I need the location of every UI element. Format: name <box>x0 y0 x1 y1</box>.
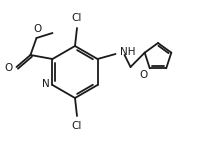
Text: Cl: Cl <box>72 13 82 23</box>
Text: O: O <box>4 63 12 73</box>
Text: O: O <box>33 24 42 34</box>
Text: N: N <box>42 79 49 89</box>
Text: O: O <box>139 70 148 80</box>
Text: Cl: Cl <box>72 121 82 131</box>
Text: NH: NH <box>120 47 135 57</box>
